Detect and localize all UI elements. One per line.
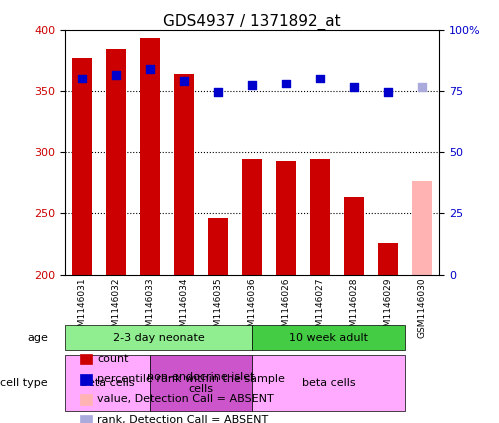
Text: rank, Detection Call = ABSENT: rank, Detection Call = ABSENT [97, 415, 268, 423]
FancyBboxPatch shape [65, 325, 252, 350]
Text: GSM1146028: GSM1146028 [350, 277, 359, 338]
Text: GSM1146029: GSM1146029 [384, 277, 393, 338]
Bar [72, 58, 92, 275]
Text: GSM1146036: GSM1146036 [248, 277, 256, 338]
Point [248, 81, 256, 88]
Bar [412, 181, 432, 275]
FancyBboxPatch shape [150, 355, 252, 412]
Point [78, 75, 86, 82]
Text: beta cells: beta cells [302, 378, 355, 388]
Text: 2-3 day neonate: 2-3 day neonate [113, 332, 204, 343]
Bar [276, 161, 296, 275]
Bar [242, 159, 262, 275]
Text: 10 week adult: 10 week adult [289, 332, 368, 343]
Text: GSM1146031: GSM1146031 [77, 277, 86, 338]
FancyBboxPatch shape [252, 355, 405, 412]
Bar [106, 49, 126, 275]
Text: GSM1146034: GSM1146034 [180, 277, 189, 338]
Text: GSM1146026: GSM1146026 [281, 277, 290, 338]
Point [180, 78, 188, 85]
Bar [310, 159, 330, 275]
Text: value, Detection Call = ABSENT: value, Detection Call = ABSENT [97, 394, 274, 404]
Text: count: count [97, 354, 129, 364]
Point [214, 89, 222, 96]
Point [350, 84, 358, 91]
Text: percentile rank within the sample: percentile rank within the sample [97, 374, 285, 384]
Point [316, 75, 324, 82]
Text: beta cells: beta cells [80, 378, 134, 388]
Text: age: age [27, 332, 48, 343]
Point [112, 71, 120, 78]
Point [146, 66, 154, 72]
Text: GSM1146033: GSM1146033 [145, 277, 154, 338]
Bar [344, 198, 364, 275]
Point [282, 80, 290, 87]
Text: GSM1146027: GSM1146027 [315, 277, 324, 338]
Text: non-endocrine islet
cells: non-endocrine islet cells [147, 372, 254, 394]
Point [384, 89, 392, 96]
Bar [378, 243, 398, 275]
Text: GSM1146035: GSM1146035 [214, 277, 223, 338]
Title: GDS4937 / 1371892_at: GDS4937 / 1371892_at [163, 14, 341, 30]
Point [418, 84, 426, 91]
FancyBboxPatch shape [65, 355, 150, 412]
Bar [174, 74, 194, 275]
Bar [208, 218, 228, 275]
Text: cell type: cell type [0, 378, 48, 388]
FancyBboxPatch shape [252, 325, 405, 350]
Text: GSM1146032: GSM1146032 [111, 277, 120, 338]
Text: GSM1146030: GSM1146030 [418, 277, 427, 338]
Bar [140, 38, 160, 275]
